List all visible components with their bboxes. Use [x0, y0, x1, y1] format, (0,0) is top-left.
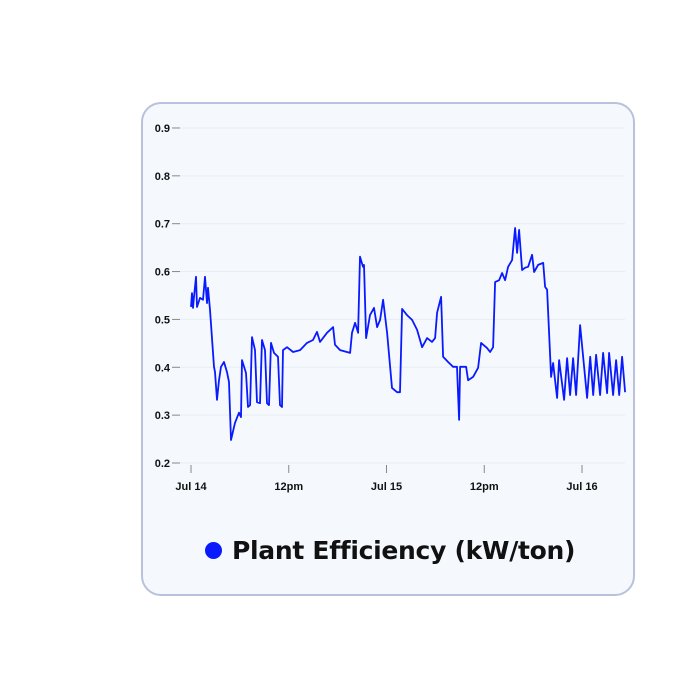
- x-axis: Jul 14 12pm Jul 15 12pm Jul 16: [175, 465, 598, 493]
- y-tick-label: 0.8: [155, 171, 170, 183]
- x-tick-label: 12pm: [274, 481, 303, 493]
- x-tick-label: 12pm: [470, 481, 499, 493]
- x-tick-label: Jul 14: [175, 481, 207, 493]
- legend-label: Plant Efficiency (kW/ton): [232, 536, 576, 565]
- y-tick-label: 0.2: [155, 458, 170, 470]
- series-line-plant-efficiency: [190, 227, 626, 441]
- legend: Plant Efficiency (kW/ton): [205, 536, 575, 565]
- y-tick-label: 0.7: [155, 219, 170, 231]
- y-axis: 0.2 0.3 0.4 0.5 0.6 0.7 0.8 0.9: [155, 123, 180, 470]
- gridlines: [180, 127, 625, 464]
- y-tick-label: 0.5: [155, 314, 170, 326]
- x-tick-label: Jul 16: [566, 481, 597, 493]
- y-tick-label: 0.6: [155, 267, 170, 279]
- x-tick-label: Jul 15: [371, 481, 402, 493]
- y-tick-label: 0.3: [155, 410, 170, 422]
- y-tick-label: 0.4: [155, 362, 171, 374]
- legend-marker: [205, 542, 222, 559]
- y-tick-label: 0.9: [155, 123, 170, 135]
